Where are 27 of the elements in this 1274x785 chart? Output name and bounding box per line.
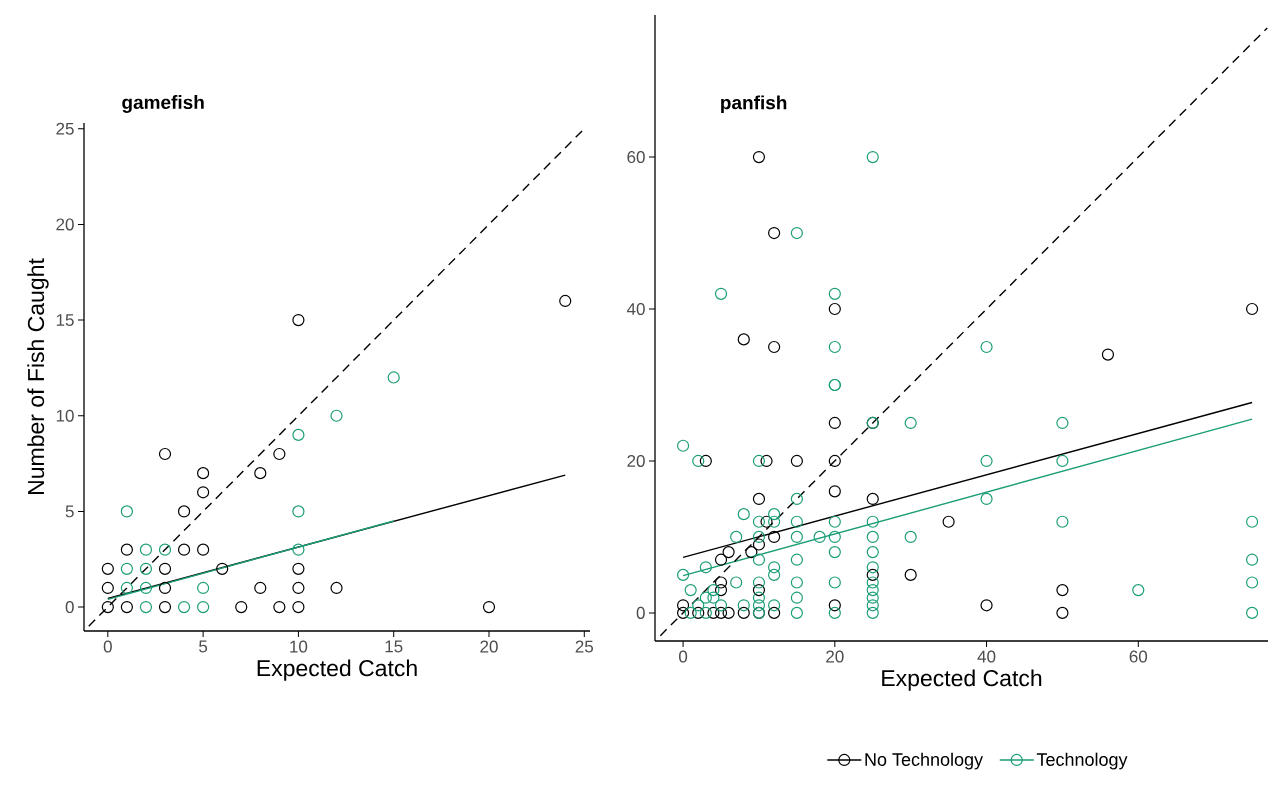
y-tick-label: 25	[56, 122, 74, 135]
legend-label: Technology	[1036, 752, 1128, 770]
y-tick-label: 5	[65, 505, 74, 518]
x-tick-label: 40	[977, 650, 996, 663]
x-tick-label: 20	[826, 650, 844, 663]
y-tick-label: 0	[636, 606, 645, 619]
y-tick-label: 15	[56, 314, 74, 327]
y-tick-label: 20	[56, 218, 74, 231]
x-tick-label: 0	[103, 640, 112, 653]
x-tick-label: 5	[199, 640, 208, 653]
x-tick-label: 10	[290, 640, 308, 653]
y-tick-label: 0	[65, 601, 74, 614]
y-axis-title: Number of Fish Caught	[27, 258, 49, 494]
chart-title: gamefish	[122, 95, 204, 113]
y-tick-label: 10	[56, 409, 74, 422]
x-tick-label: 20	[480, 640, 498, 653]
x-axis-title: Expected Catch	[257, 659, 417, 681]
legend-label: No Technology	[865, 752, 984, 770]
y-tick-label: 40	[626, 302, 645, 316]
x-tick-label: 0	[679, 650, 688, 663]
text: panfish	[721, 95, 787, 114]
y-tick-label: 20	[627, 454, 645, 467]
x-tick-label: 15	[385, 640, 403, 653]
x-tick-label: 25	[575, 640, 594, 653]
y-tick-label: 60	[627, 151, 645, 164]
x-tick-label: 60	[1129, 650, 1148, 663]
x-axis-title: Expected Catch	[882, 669, 1042, 691]
